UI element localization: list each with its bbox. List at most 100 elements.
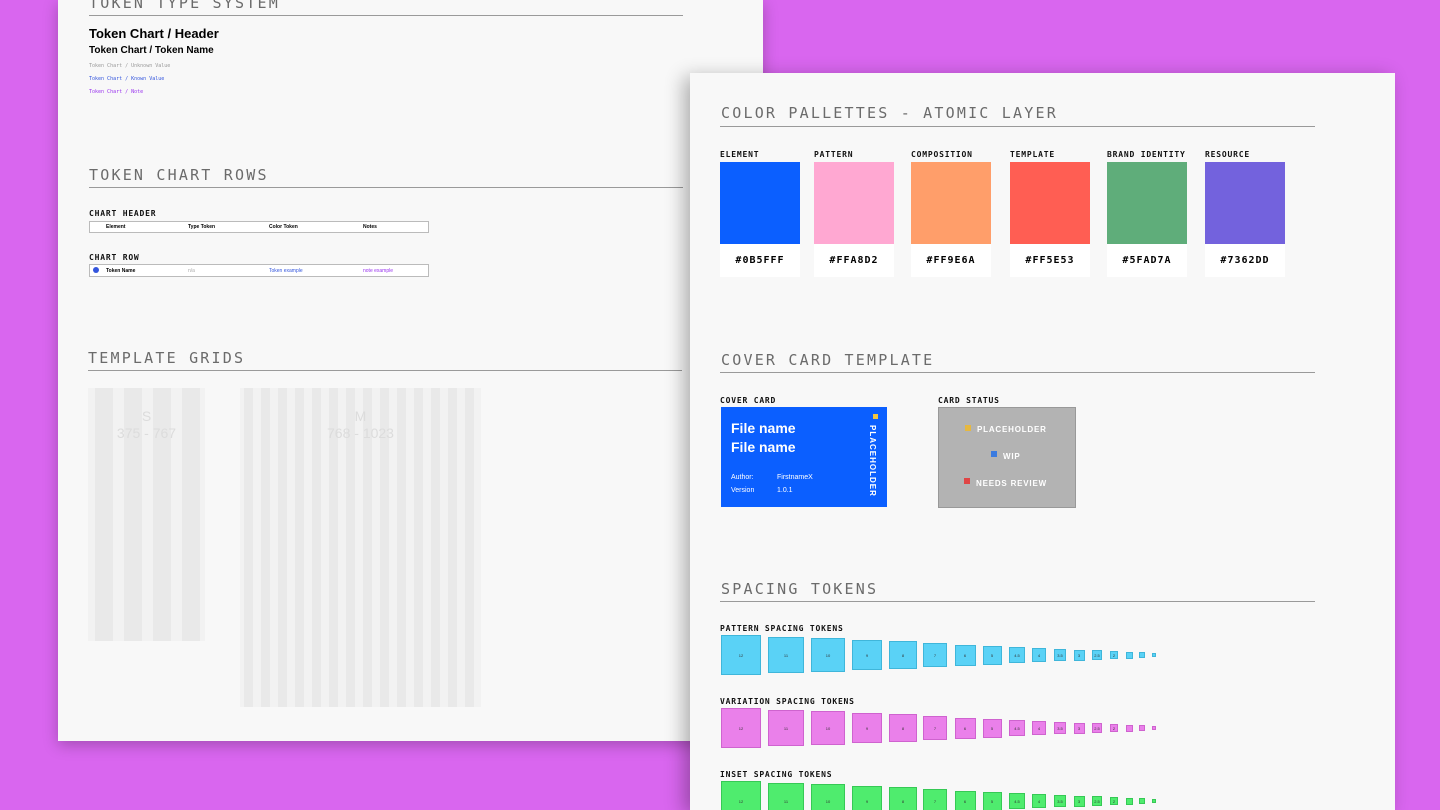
spacing-token: 1.5 bbox=[1125, 724, 1133, 732]
heading: TOKEN CHART ROWS bbox=[89, 166, 269, 184]
status-card: PLACEHOLDER WIP NEEDS REVIEW bbox=[938, 407, 1076, 508]
status-tag: PLACEHOLDER bbox=[868, 425, 877, 497]
meta-value: 1.0.1 bbox=[777, 487, 793, 494]
swatch-label: RESOURCE bbox=[1205, 150, 1250, 159]
label: CARD STATUS bbox=[938, 396, 1000, 405]
spacing-token: 3.5 bbox=[1054, 649, 1066, 661]
heading: TEMPLATE GRIDS bbox=[88, 349, 246, 367]
swatch-hex: #FF5E53 bbox=[1010, 244, 1090, 277]
spacing-token: 0.5 bbox=[1152, 653, 1156, 657]
col: Type Token bbox=[188, 224, 216, 230]
spacing-token: 4 bbox=[1032, 721, 1046, 735]
spacing-token: 4.5 bbox=[1009, 793, 1025, 809]
icon bbox=[964, 478, 970, 484]
spacing-token: 2.5 bbox=[1092, 723, 1102, 733]
swatch-label: PATTERN bbox=[814, 150, 854, 159]
spacing-token: 6 bbox=[954, 790, 976, 810]
rule bbox=[720, 126, 1315, 127]
meta-value: FirstnameX bbox=[777, 474, 813, 481]
heading: TOKEN TYPE SYSTEM bbox=[89, 0, 280, 12]
heading: SPACING TOKENS bbox=[721, 580, 879, 598]
spacing-token: 2 bbox=[1110, 651, 1118, 659]
rule bbox=[88, 370, 682, 371]
grid-m: M 768 - 1023 bbox=[240, 388, 481, 707]
col: Element bbox=[106, 224, 126, 230]
label: CHART HEADER bbox=[89, 209, 157, 218]
spacing-token: 6 bbox=[954, 717, 976, 739]
col: Notes bbox=[363, 224, 377, 230]
chart-row-box: Token Name n/a Token example note exampl… bbox=[89, 264, 429, 277]
label: COVER CARD bbox=[720, 396, 777, 405]
title: File name bbox=[731, 420, 796, 436]
swatch-hex: #0B5FFF bbox=[720, 244, 800, 277]
label: CHART ROW bbox=[89, 253, 140, 262]
swatch bbox=[1010, 162, 1090, 244]
status: NEEDS REVIEW bbox=[976, 479, 1047, 488]
icon bbox=[965, 425, 971, 431]
chart-header-box: Element Type Token Color Token Notes bbox=[89, 221, 429, 233]
heading: COLOR PALLETTES - ATOMIC LAYER bbox=[721, 104, 1058, 122]
spacing-token: 9 bbox=[852, 640, 882, 670]
cell: note example bbox=[363, 268, 394, 274]
spacing-token: 2.5 bbox=[1092, 650, 1102, 660]
spacing-token: 3 bbox=[1073, 795, 1085, 807]
spacing-token: 1 bbox=[1139, 725, 1145, 731]
spacing-token: 12 bbox=[721, 708, 761, 748]
spacing-token: 11 bbox=[768, 783, 804, 810]
spacing-token: 7 bbox=[923, 643, 947, 667]
spacing-token: 6 bbox=[954, 644, 976, 666]
type-known: Token Chart / Known Value bbox=[89, 76, 165, 82]
spacing-token: 10 bbox=[811, 638, 845, 672]
right-sheet: COLOR PALLETTES - ATOMIC LAYER COVER CAR… bbox=[690, 73, 1395, 810]
spacing-token: 9 bbox=[852, 713, 882, 743]
icon bbox=[93, 267, 99, 273]
spacing-token: 10 bbox=[811, 784, 845, 810]
swatch bbox=[720, 162, 800, 244]
spacing-token: 8 bbox=[889, 787, 917, 810]
status: WIP bbox=[1003, 452, 1021, 461]
spacing-token: 10 bbox=[811, 711, 845, 745]
swatch bbox=[1107, 162, 1187, 244]
cell: n/a bbox=[188, 268, 195, 274]
rule bbox=[720, 601, 1315, 602]
spacing-token: 4.5 bbox=[1009, 720, 1025, 736]
swatch-hex: #7362DD bbox=[1205, 244, 1285, 277]
swatch-label: ELEMENT bbox=[720, 150, 760, 159]
spacing-token: 0.5 bbox=[1152, 799, 1156, 803]
spacing-token: 4.5 bbox=[1009, 647, 1025, 663]
spacing-token: 1.5 bbox=[1125, 651, 1133, 659]
grid-name: S bbox=[141, 408, 152, 424]
status: PLACEHOLDER bbox=[977, 425, 1047, 434]
icon bbox=[873, 414, 878, 419]
spacing-token: 5 bbox=[982, 645, 1002, 665]
spacing-token: 5 bbox=[982, 718, 1002, 738]
spacing-token: 11 bbox=[768, 710, 804, 746]
spacing-token: 4 bbox=[1032, 648, 1046, 662]
label: PATTERN SPACING TOKENS bbox=[720, 624, 844, 633]
rule bbox=[89, 187, 683, 188]
type-token-name: Token Chart / Token Name bbox=[89, 45, 214, 56]
grid-range: 375 - 767 bbox=[116, 425, 177, 441]
spacing-token: 1 bbox=[1139, 652, 1145, 658]
heading: COVER CARD TEMPLATE bbox=[721, 351, 935, 369]
meta-label: Version bbox=[731, 487, 755, 494]
meta-label: Author: bbox=[731, 474, 754, 481]
spacing-token: 3.5 bbox=[1054, 795, 1066, 807]
spacing-token: 0.5 bbox=[1152, 726, 1156, 730]
swatch-hex: #FFA8D2 bbox=[814, 244, 894, 277]
spacing-token: 12 bbox=[721, 781, 761, 810]
spacing-token: 2.5 bbox=[1092, 796, 1102, 806]
swatch-hex: #FF9E6A bbox=[911, 244, 991, 277]
swatch bbox=[814, 162, 894, 244]
spacing-token: 5 bbox=[982, 791, 1002, 810]
spacing-token: 3 bbox=[1073, 722, 1085, 734]
spacing-token: 7 bbox=[923, 716, 947, 740]
grid-s: S 375 - 767 bbox=[88, 388, 205, 641]
cell: Token example bbox=[269, 268, 303, 274]
spacing-token: 9 bbox=[852, 786, 882, 810]
spacing-token: 1.5 bbox=[1125, 797, 1133, 805]
spacing-token: 11 bbox=[768, 637, 804, 673]
left-sheet: TOKEN TYPE SYSTEM Token Chart / Header T… bbox=[58, 0, 763, 741]
swatch bbox=[911, 162, 991, 244]
grid-range: 768 - 1023 bbox=[327, 425, 394, 441]
